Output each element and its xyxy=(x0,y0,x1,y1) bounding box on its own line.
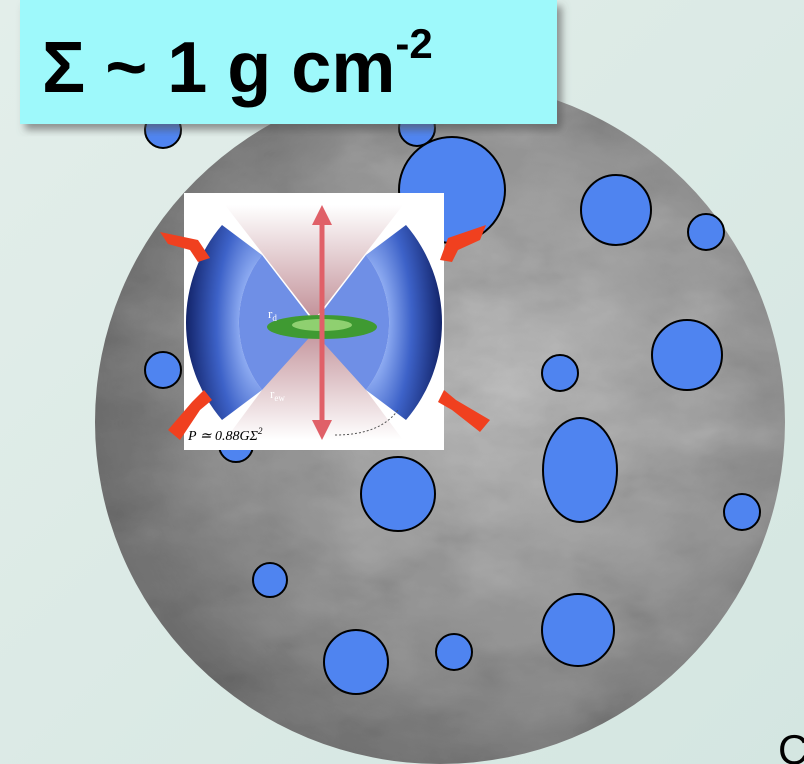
r-ew-sub: ew xyxy=(274,393,285,403)
surface-density-label: Σ ~ 1 g cm-2 xyxy=(42,20,433,108)
pressure-label: P ≃ 0.88GΣ2 xyxy=(187,426,263,444)
pressure-base: P ≃ 0.88GΣ xyxy=(187,429,259,444)
pressure-sup: 2 xyxy=(258,426,263,436)
theta-sub: esc xyxy=(405,430,417,440)
label-text: Σ ~ 1 g cm xyxy=(42,28,395,108)
inset-diagram: rd rew P ≃ 0.88GΣ2 θesc xyxy=(160,193,490,450)
r-d-sub: d xyxy=(272,313,277,323)
corner-text: C xyxy=(778,726,804,764)
slide: rd rew P ≃ 0.88GΣ2 θesc Σ ~ 1 g cm-2 C xyxy=(0,0,804,764)
label-superscript: -2 xyxy=(395,20,432,67)
